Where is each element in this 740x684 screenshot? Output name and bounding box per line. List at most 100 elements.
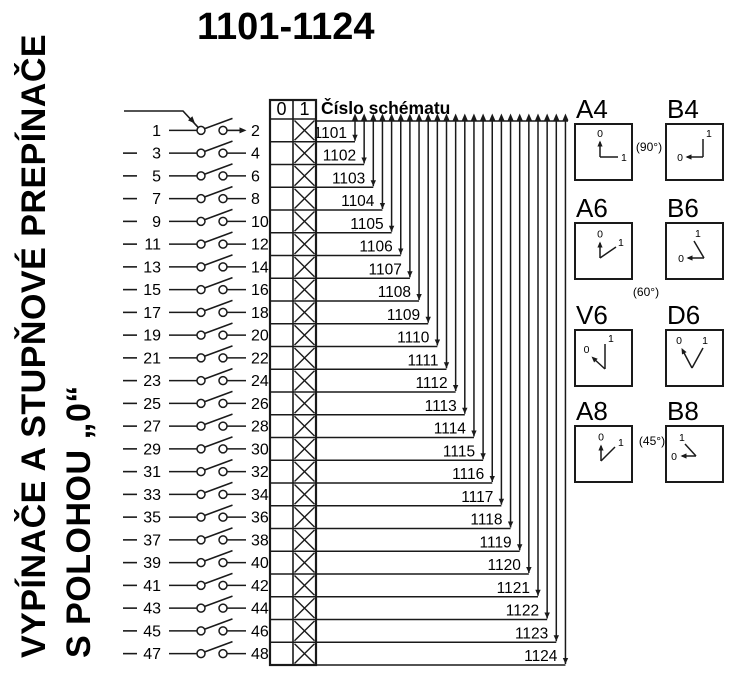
x-mark <box>294 370 315 391</box>
schema-down-arrowhead <box>361 157 367 164</box>
x-mark <box>294 302 315 323</box>
position-box-A4: A4 0 1 <box>574 94 633 181</box>
left-terminal-number: 27 <box>143 419 161 436</box>
schema-number: 1113 <box>425 398 457 415</box>
right-contact-circle <box>218 398 228 409</box>
position-label-B6: B6 <box>667 193 699 223</box>
schema-number: 1123 <box>515 625 548 642</box>
schema-up-arrowhead <box>352 113 358 121</box>
pos1-label: 1 <box>621 152 627 164</box>
contact-blade <box>204 163 233 175</box>
contact-row-5-6: 5 6 1103 <box>123 113 377 188</box>
schema-up-arrowhead <box>516 113 523 121</box>
position-box-frame <box>574 329 633 387</box>
contact-blade <box>204 322 233 335</box>
right-terminal-number: 12 <box>251 237 269 254</box>
pos0-label: 0 <box>676 335 682 347</box>
schema-down-arrowhead <box>452 385 459 391</box>
schema-up-arrowhead <box>406 113 413 121</box>
pos1-label: 1 <box>618 237 624 249</box>
contact-row-11-12: 11 12 1106 <box>123 113 404 257</box>
pos1-label: 1 <box>679 432 685 444</box>
right-contact-circle <box>218 512 228 522</box>
schema-number: 1107 <box>369 261 402 278</box>
left-contact-circle <box>196 512 206 522</box>
left-contact-circle <box>196 580 206 591</box>
right-contact-circle <box>218 421 228 431</box>
left-terminal-number: 17 <box>143 305 161 322</box>
pos0-label: 0 <box>597 229 603 241</box>
position-box-V6: V6 0 1 <box>574 300 633 387</box>
schema-down-arrowhead <box>471 430 477 437</box>
schema-down-arrowhead <box>489 476 495 482</box>
pos1-label: 1 <box>695 228 701 240</box>
contact-blade <box>204 458 233 471</box>
x-mark <box>294 256 315 278</box>
contact-row-1-2: 1 2 1101 <box>124 110 358 143</box>
left-terminal-number: 25 <box>143 396 161 413</box>
schema-down-arrowhead <box>434 339 441 346</box>
left-contact-circle <box>196 603 206 613</box>
right-contact-circle <box>218 171 228 181</box>
schema-number: 1121 <box>497 580 530 597</box>
contact-blade <box>204 436 233 448</box>
contact-blade <box>204 595 233 608</box>
right-contact-circle <box>218 148 228 158</box>
handle-line <box>600 446 616 462</box>
position-box-A6: A6 0 1 <box>574 193 633 280</box>
x-mark <box>294 211 315 232</box>
table-header-1: 1 <box>299 99 309 119</box>
pos0-label: 0 <box>677 152 683 164</box>
schema-number: 1106 <box>359 239 392 256</box>
x-mark <box>294 233 315 255</box>
left-contact-circle <box>196 330 206 340</box>
schema-number: 1118 <box>470 512 502 529</box>
x-mark <box>294 347 315 369</box>
left-contact-circle <box>196 535 206 545</box>
position-label-B4: B4 <box>667 94 699 124</box>
position-box-frame <box>665 222 724 280</box>
left-terminal-number: 13 <box>143 259 161 276</box>
right-terminal-number: 36 <box>251 510 269 527</box>
contact-blade <box>204 208 233 221</box>
handle-line <box>684 443 697 457</box>
schema-up-arrowhead <box>498 113 505 121</box>
position-label-A4: A4 <box>576 94 608 124</box>
schema-number: 1104 <box>341 193 375 210</box>
left-terminal-number: 11 <box>144 237 161 254</box>
right-contact-circle <box>218 489 228 500</box>
schema-up-arrowhead <box>535 113 541 121</box>
schema-number: 1119 <box>480 534 512 551</box>
handle-line <box>599 246 617 259</box>
left-contact-circle <box>196 125 206 136</box>
left-contact-circle <box>196 193 206 204</box>
schema-number: 1117 <box>461 489 493 506</box>
schema-down-arrowhead <box>352 134 358 141</box>
position-box-D6: D6 0 1 <box>665 300 724 387</box>
position-box-B4: B4 0 1 <box>665 94 724 181</box>
contact-row-41-42: 41 42 1121 <box>123 113 541 598</box>
handle-arrowhead <box>598 444 604 451</box>
contact-row-31-32: 31 32 1116 <box>123 113 496 484</box>
angle-label: (90°) <box>636 140 662 154</box>
x-mark <box>294 438 315 460</box>
pos0-label: 0 <box>671 451 677 463</box>
right-contact-circle <box>218 330 228 340</box>
x-mark <box>294 575 315 596</box>
position-box-frame <box>574 222 633 280</box>
contact-blade <box>204 504 233 517</box>
schema-number: 1120 <box>488 557 522 574</box>
contact-row-29-30: 29 30 1115 <box>123 113 487 461</box>
right-terminal-number: 38 <box>251 532 269 549</box>
schema-number: 1108 <box>378 284 411 301</box>
schema-number: 1112 <box>415 375 447 392</box>
left-terminal-number: 47 <box>143 646 161 663</box>
schema-down-arrowhead <box>370 180 376 187</box>
schema-number: 1101 <box>314 125 347 142</box>
table-frame <box>268 98 318 667</box>
schema-up-arrowhead <box>370 113 377 121</box>
contact-blade <box>204 299 233 312</box>
schema-up-arrowhead <box>525 113 532 121</box>
schema-up-arrowhead <box>379 113 386 121</box>
feed-line <box>124 110 199 129</box>
